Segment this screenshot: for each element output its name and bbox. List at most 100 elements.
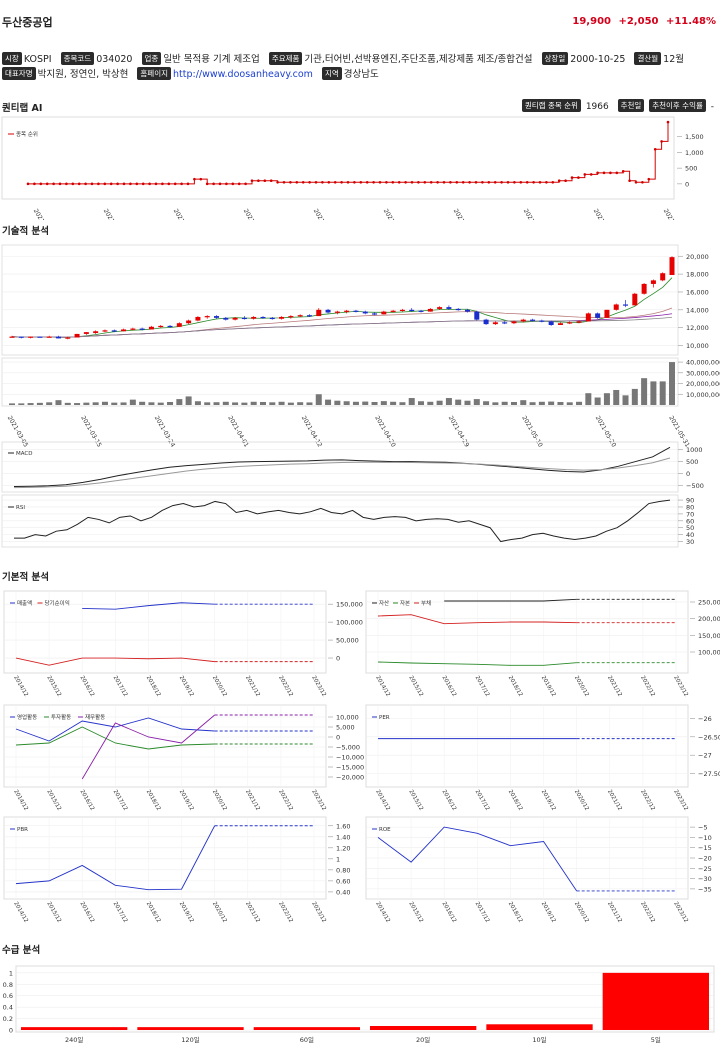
per-legend-label: PER	[379, 715, 390, 721]
rank-point	[647, 177, 651, 181]
roe-x-tick-label: 2019/12	[540, 901, 557, 924]
volume-bar	[334, 400, 341, 405]
rank-point	[340, 180, 343, 184]
fund3-frame	[3, 704, 327, 788]
rank-point	[90, 182, 94, 186]
volume-y-tick-label: 20,000,000	[686, 380, 720, 388]
candle-body	[18, 336, 24, 338]
candle-body	[28, 336, 34, 338]
volume-bar	[204, 402, 211, 405]
volume-bar	[241, 402, 248, 405]
candle-body	[492, 322, 498, 325]
rank-point	[122, 182, 126, 186]
homepage-tag: 홈페이지	[137, 67, 171, 80]
candle-body	[502, 322, 508, 324]
pbr-frame	[3, 816, 327, 900]
industry-value: 일반 목적용 기계 제조업	[163, 54, 260, 65]
price-ma5-line	[11, 277, 673, 338]
supply-y-tick-label: 0.4	[3, 1004, 13, 1012]
rank-point	[276, 180, 279, 184]
candle-body	[372, 313, 378, 315]
volume-bar	[120, 402, 127, 405]
candle-body	[520, 319, 526, 322]
rank-point	[154, 182, 158, 186]
rank-point	[481, 180, 484, 184]
rank-point	[621, 169, 625, 173]
candle-body	[334, 311, 340, 313]
rank-point	[289, 180, 292, 184]
homepage-link[interactable]: http://www.doosanheavy.com	[173, 69, 313, 80]
candle-body	[9, 336, 15, 338]
company-name: 두산중공업	[2, 16, 53, 29]
rank-point	[429, 180, 433, 184]
fund2-x-tick-label: 2022/12	[639, 675, 656, 698]
pbr-series-0-line	[15, 825, 216, 891]
candle-body	[223, 317, 229, 320]
candle-body	[204, 316, 210, 318]
rank-point	[26, 182, 30, 186]
code-value: 034020	[96, 54, 133, 65]
fund1-x-tick-label: 2017/12	[112, 675, 129, 698]
per-x-tick-label: 2014/12	[374, 789, 391, 812]
rsi-y-tick-label: 50	[686, 524, 694, 532]
fund1-y-tick-label: 0	[336, 655, 340, 663]
candle-body	[650, 280, 656, 284]
rank-point	[346, 180, 350, 184]
fund2-y-tick-label: 200,000	[698, 615, 720, 623]
candle-body	[437, 307, 443, 309]
rank-point	[378, 180, 382, 184]
market-value: KOSPI	[23, 54, 52, 65]
tech-x-tick-label: 2021-03-15	[79, 415, 103, 449]
volume-y-tick-label: 30,000,000	[686, 369, 720, 377]
rank-point	[205, 182, 209, 186]
volume-bar	[427, 401, 434, 405]
rank-tag: 퀀티랩 종목 순위	[521, 99, 581, 112]
fund2-y-tick-label: 100,000	[698, 649, 720, 657]
fund2-legend-label: 자산	[379, 599, 389, 607]
rank-point	[538, 180, 542, 184]
candle-body	[390, 310, 396, 312]
volume-bar	[315, 394, 322, 405]
rsi-y-tick-label: 90	[686, 497, 694, 505]
macd-series-0-line	[13, 446, 671, 487]
fund1-frame	[3, 590, 327, 674]
pbr-y-tick-label: 0.40	[336, 888, 350, 896]
supply-y-tick-label: 0.2	[3, 1015, 13, 1023]
rank-point	[359, 180, 363, 184]
rank-point	[564, 179, 567, 183]
tech-x-tick-label: 2021-05-31	[667, 415, 691, 449]
rank-point	[519, 180, 523, 184]
volume-bar	[622, 395, 629, 405]
volume-bar	[455, 399, 462, 405]
roe-legend-label: ROE	[379, 827, 391, 833]
rank-point	[218, 182, 222, 186]
fund1-y-tick-label: 50,000	[336, 637, 359, 645]
fund1-x-tick-label: 2015/12	[45, 675, 62, 698]
price-y-tick-label: 14,000	[686, 306, 709, 314]
per-y-tick-label: −26.50	[698, 733, 720, 741]
rank-series-line	[28, 122, 669, 185]
fund2-series-1-line	[377, 661, 577, 666]
pbr-y-tick-label: 0.60	[336, 877, 350, 885]
per-frame	[365, 704, 689, 788]
rank-point	[353, 180, 356, 184]
rank-point	[71, 182, 75, 186]
supply-x-tick-label: 5일	[651, 1035, 661, 1044]
rank-point	[225, 182, 228, 186]
per-y-tick-label: −26	[698, 715, 712, 723]
candle-body	[306, 315, 312, 317]
supply-y-tick-label: 0.8	[3, 981, 13, 989]
fundamental-charts: 2014/12 2015/12 2016/12 2017/12 2018/12 2019/…	[3, 590, 720, 924]
fund2-frame	[365, 590, 689, 674]
fund2-x-tick-label: 2021/12	[606, 675, 623, 698]
roe-y-tick-label: −10	[698, 834, 712, 842]
tech-x-tick-label: 2021-05-10	[520, 415, 544, 449]
rank-chart: 0 500 1,000 1,500 종목 순위 2021-03-05 2021-03-15 2…	[1, 116, 704, 220]
rank-point	[321, 180, 324, 184]
rank-point	[52, 182, 55, 186]
roe-x-tick-label: 2018/12	[507, 901, 524, 924]
volume-bar	[250, 401, 257, 405]
candle-body	[232, 317, 238, 320]
volume-bar	[157, 402, 164, 405]
candle-body	[102, 330, 108, 332]
